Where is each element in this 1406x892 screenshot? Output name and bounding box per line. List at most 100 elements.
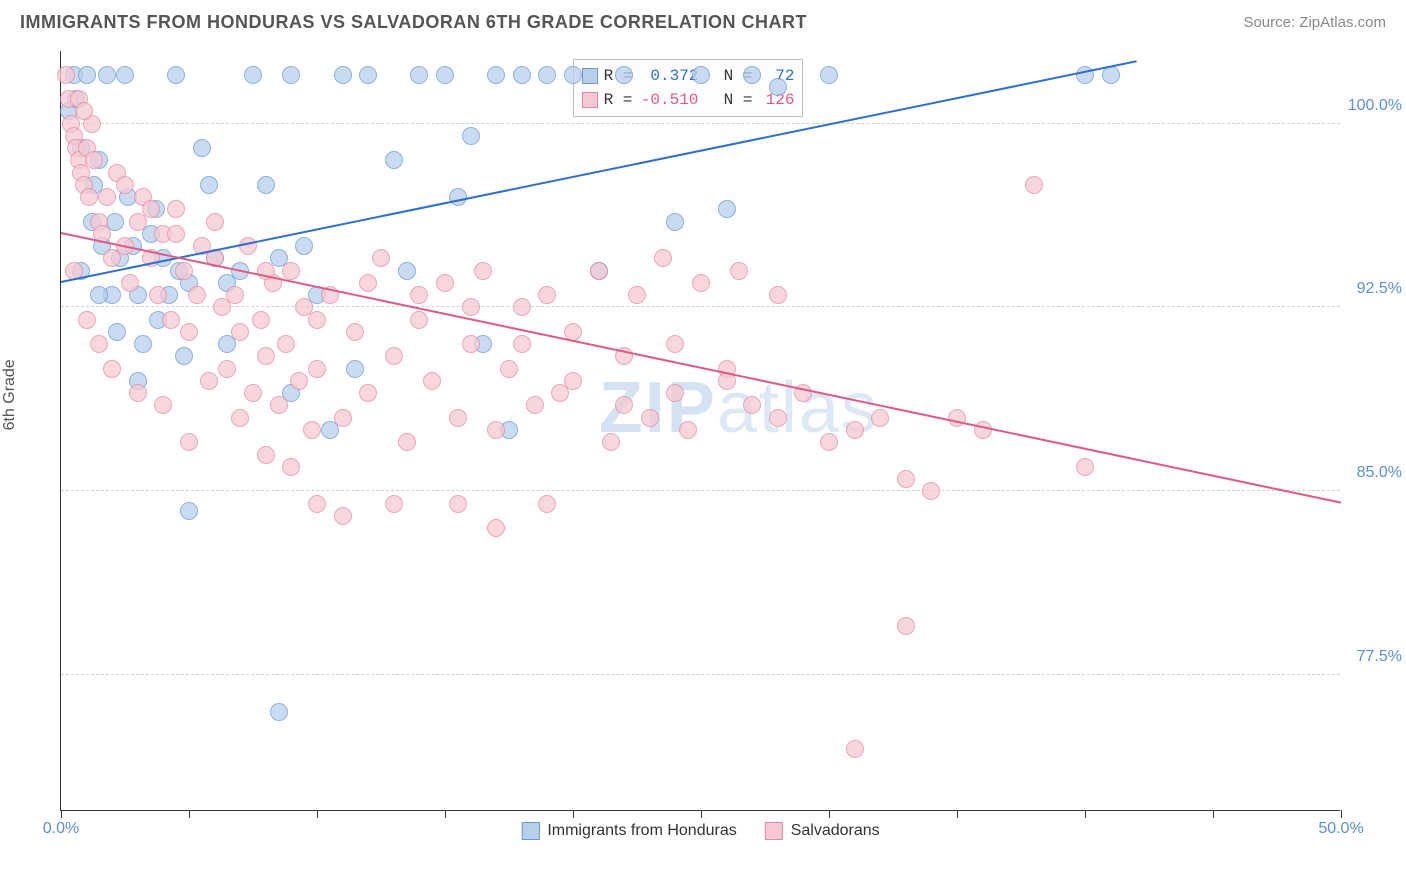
scatter-point (226, 286, 244, 304)
scatter-point (564, 372, 582, 390)
x-tick-label: 0.0% (43, 820, 79, 838)
scatter-point (167, 200, 185, 218)
scatter-point (252, 311, 270, 329)
scatter-point (359, 274, 377, 292)
scatter-point (200, 176, 218, 194)
scatter-point (615, 396, 633, 414)
y-axis-label: 6th Grade (1, 359, 19, 430)
scatter-point (513, 298, 531, 316)
scatter-point (346, 323, 364, 341)
scatter-point (436, 274, 454, 292)
scatter-point (615, 66, 633, 84)
chart-title: IMMIGRANTS FROM HONDURAS VS SALVADORAN 6… (20, 12, 807, 33)
stat-r-value: 0.372 (638, 64, 698, 88)
legend-swatch (765, 822, 783, 840)
scatter-point (80, 188, 98, 206)
scatter-point (175, 347, 193, 365)
scatter-point (334, 66, 352, 84)
scatter-point (410, 286, 428, 304)
x-tick-label: 50.0% (1318, 820, 1363, 838)
scatter-point (303, 421, 321, 439)
scatter-point (167, 225, 185, 243)
scatter-point (121, 274, 139, 292)
scatter-point (218, 360, 236, 378)
scatter-point (116, 66, 134, 84)
scatter-point (98, 66, 116, 84)
scatter-point (487, 519, 505, 537)
scatter-point (474, 262, 492, 280)
scatter-point (846, 740, 864, 758)
scatter-point (134, 335, 152, 353)
gridline (61, 306, 1340, 307)
scatter-point (385, 151, 403, 169)
scatter-point (897, 617, 915, 635)
scatter-point (398, 433, 416, 451)
scatter-point (85, 151, 103, 169)
legend-item: Salvadorans (765, 822, 880, 840)
scatter-point (78, 66, 96, 84)
scatter-point (743, 66, 761, 84)
scatter-point (231, 323, 249, 341)
scatter-point (641, 409, 659, 427)
scatter-point (922, 482, 940, 500)
scatter-point (188, 286, 206, 304)
scatter-point (180, 323, 198, 341)
scatter-point (462, 298, 480, 316)
scatter-point (308, 311, 326, 329)
scatter-point (564, 66, 582, 84)
scatter-point (270, 703, 288, 721)
scatter-point (743, 396, 761, 414)
stat-n-label: N = (704, 88, 752, 112)
scatter-point (257, 446, 275, 464)
scatter-point (142, 200, 160, 218)
x-tick (445, 810, 446, 818)
scatter-point (295, 237, 313, 255)
scatter-point (423, 372, 441, 390)
scatter-point (98, 188, 116, 206)
scatter-plot: ZIPatlas R =0.372 N =72R =-0.510 N =126 … (60, 51, 1340, 811)
stat-swatch (582, 68, 598, 84)
scatter-point (129, 384, 147, 402)
scatter-point (487, 421, 505, 439)
scatter-point (692, 66, 710, 84)
scatter-point (346, 360, 364, 378)
stat-r-label: R = (604, 88, 633, 112)
legend-label: Salvadorans (791, 822, 880, 840)
x-tick (573, 810, 574, 818)
x-tick (829, 810, 830, 818)
scatter-point (538, 286, 556, 304)
scatter-point (769, 78, 787, 96)
scatter-point (90, 286, 108, 304)
scatter-point (1025, 176, 1043, 194)
x-tick (957, 810, 958, 818)
x-tick (1341, 810, 1342, 818)
scatter-point (270, 396, 288, 414)
scatter-point (193, 139, 211, 157)
scatter-point (666, 335, 684, 353)
scatter-point (57, 66, 75, 84)
scatter-point (154, 396, 172, 414)
scatter-point (974, 421, 992, 439)
scatter-point (513, 66, 531, 84)
scatter-point (462, 335, 480, 353)
scatter-point (282, 262, 300, 280)
scatter-point (538, 495, 556, 513)
stat-row: R =-0.510 N =126 (582, 88, 795, 112)
scatter-point (679, 421, 697, 439)
scatter-point (180, 433, 198, 451)
x-tick (1085, 810, 1086, 818)
scatter-point (78, 311, 96, 329)
scatter-point (871, 409, 889, 427)
scatter-point (410, 66, 428, 84)
scatter-point (162, 311, 180, 329)
scatter-point (462, 127, 480, 145)
scatter-point (654, 249, 672, 267)
scatter-point (385, 495, 403, 513)
scatter-point (846, 421, 864, 439)
stat-swatch (582, 92, 598, 108)
scatter-point (436, 66, 454, 84)
scatter-point (500, 360, 518, 378)
scatter-point (116, 176, 134, 194)
scatter-point (398, 262, 416, 280)
scatter-point (231, 409, 249, 427)
